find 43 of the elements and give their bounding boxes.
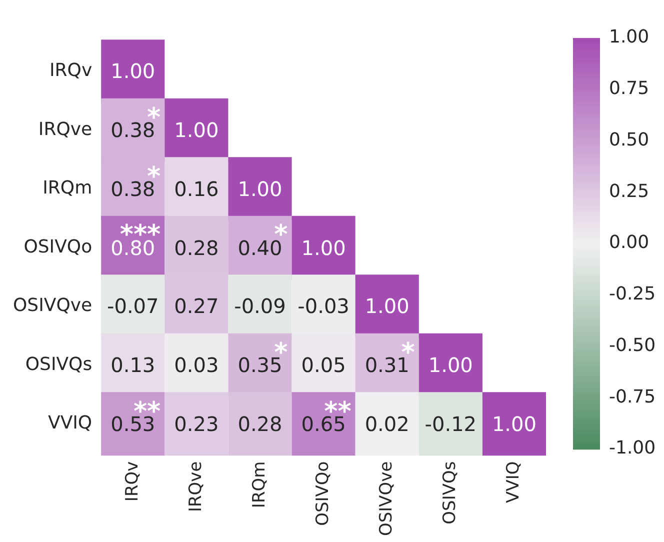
data-label: 0.13: [101, 336, 165, 395]
x-tick-label: VVIQ: [504, 461, 524, 503]
data-label: 0.02: [355, 394, 419, 454]
color-bar-label: -0.75: [609, 386, 656, 408]
x-tick-label: OSIVQo: [312, 461, 333, 526]
data-label: 0.03: [164, 336, 228, 395]
x-tick-label: OSIVQs: [440, 461, 460, 524]
x-tick-label: IRQm: [249, 461, 270, 508]
y-tick-label: OSIVQve: [12, 295, 92, 316]
y-tick-label: OSIVQo: [24, 236, 92, 258]
data-label: 0.05: [292, 336, 356, 395]
color-bar-label: -0.25: [609, 284, 656, 305]
data-label: 1.00: [418, 336, 482, 395]
data-label: 1.00: [355, 277, 419, 336]
color-bar-label: 0.75: [609, 78, 650, 100]
data-label: -0.03: [292, 277, 356, 336]
data-label: 1.00: [482, 394, 546, 454]
data-label: 0.23: [164, 394, 228, 454]
y-tick-label: IRQv: [49, 60, 92, 82]
data-label: 1.00: [164, 100, 228, 160]
data-label: 0.27: [164, 277, 228, 336]
data-label: 0.28: [228, 394, 292, 454]
data-label: 0.28: [164, 218, 228, 277]
data-label: -0.09: [228, 277, 292, 336]
color-bar-label: 0.50: [609, 129, 650, 150]
color-bar-label: 1.00: [609, 26, 650, 48]
color-bar-label: 0.00: [609, 232, 650, 254]
x-tick-label: IRQv: [122, 461, 142, 502]
y-tick-label: IRQm: [42, 178, 92, 199]
data-label: 1.00: [228, 160, 292, 218]
data-label: 1.00: [292, 218, 356, 277]
data-label: -0.07: [101, 277, 165, 336]
color-bar-label: -1.00: [609, 438, 656, 459]
data-label: 1.00: [101, 42, 165, 101]
color-bar-label: 0.25: [609, 180, 650, 202]
y-tick-label: VVIQ: [48, 412, 92, 434]
y-tick-label: OSIVQs: [25, 354, 92, 375]
x-tick-label: IRQve: [186, 461, 206, 512]
x-tick-label: OSIVQve: [376, 461, 397, 536]
data-label: 0.16: [164, 160, 228, 218]
y-tick-label: IRQve: [38, 118, 92, 140]
data-label: -0.12: [418, 394, 482, 454]
color-bar-label: -0.50: [609, 334, 656, 356]
